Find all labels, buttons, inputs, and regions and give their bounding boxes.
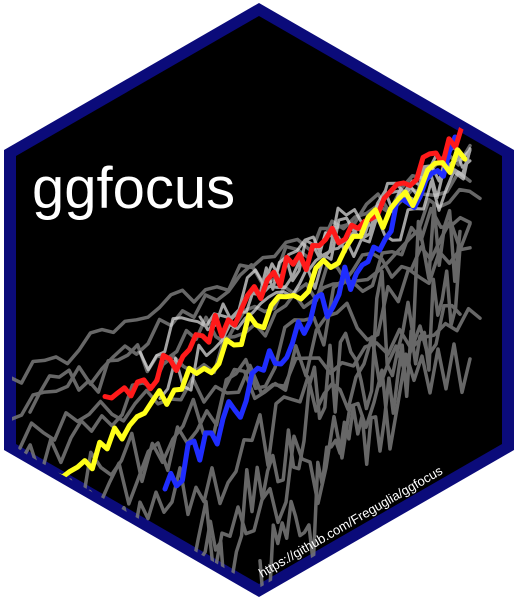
light-trend-line [158,149,472,400]
grey-trend-line [18,306,482,450]
line-plot-artwork [12,123,482,588]
grey-trend-line [258,245,462,588]
highlight-yellow-line [52,147,468,480]
highlight-blue-line [162,134,458,492]
grey-trend-line [78,206,472,516]
sticker-title: ggfocus [32,156,235,221]
grey-trend-line [198,202,462,588]
grey-trend-line [28,219,472,414]
grey-trend-line [148,342,472,588]
highlight-red-line [102,123,465,401]
